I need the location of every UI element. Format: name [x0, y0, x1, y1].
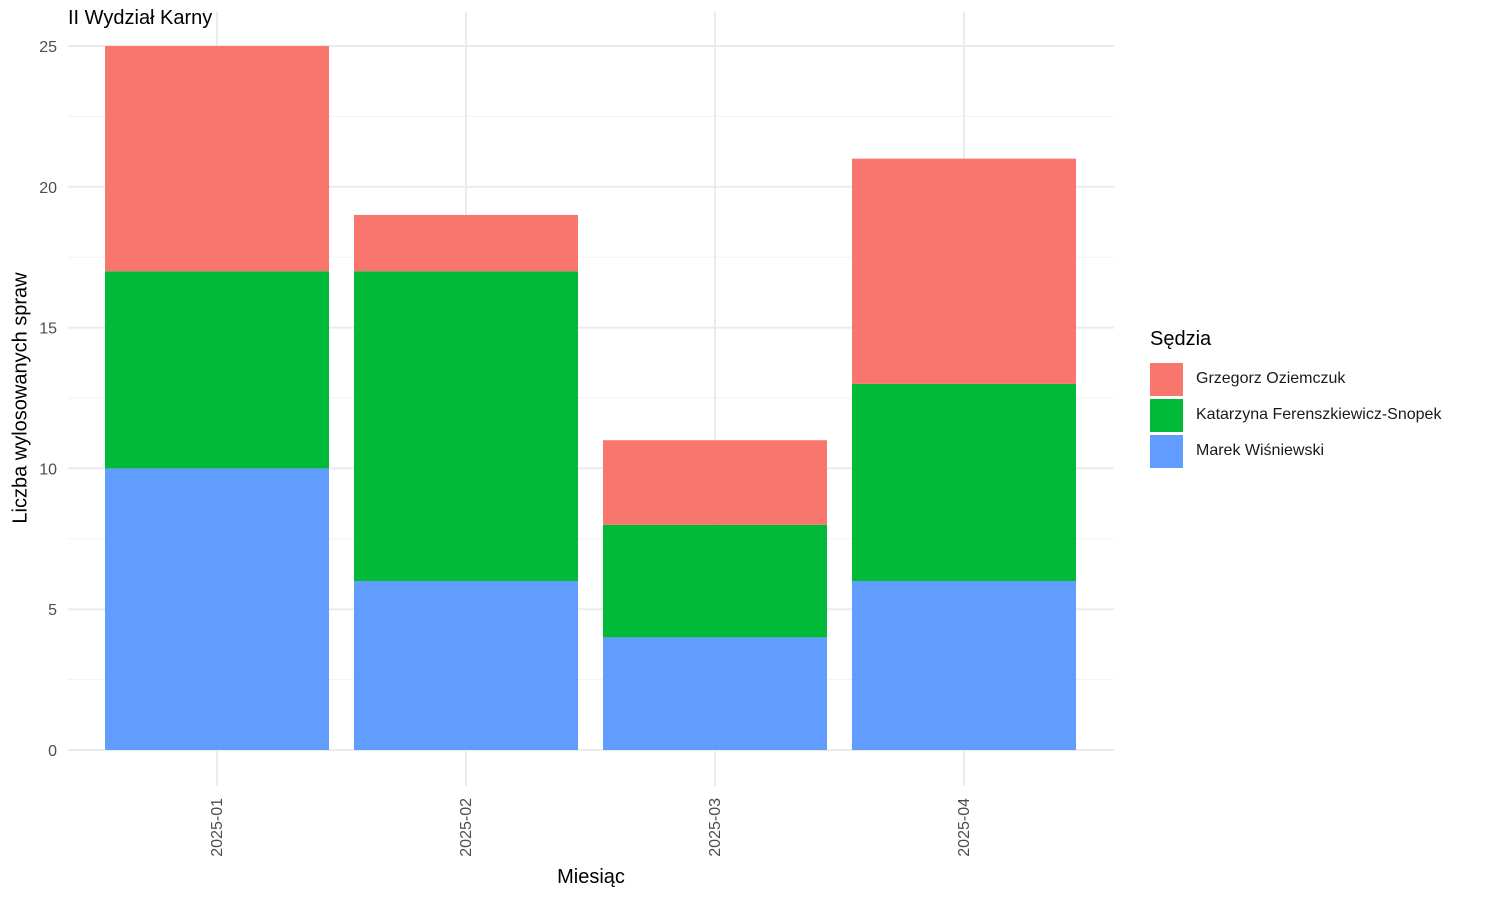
y-axis-label: Liczba wylosowanych spraw	[9, 272, 32, 524]
y-tick-label: 5	[48, 602, 57, 619]
y-tick-label: 0	[48, 743, 57, 760]
x-tick-label: 2025-03	[707, 798, 724, 857]
bar-segment	[852, 581, 1076, 750]
bar-segment	[105, 468, 329, 750]
x-tick-label: 2025-02	[458, 798, 475, 857]
x-axis-label: Miesiąc	[557, 866, 625, 888]
legend-item-1: Grzegorz Oziemczuk	[1150, 361, 1441, 397]
legend-key-2	[1150, 398, 1183, 432]
bar-segment	[354, 581, 578, 750]
bar-segment	[105, 46, 329, 272]
y-tick-label: 15	[39, 321, 57, 338]
x-tick-label: 2025-01	[209, 798, 226, 857]
legend-item-2: Katarzyna Ferenszkiewicz-Snopek	[1150, 397, 1441, 433]
bar-segment	[603, 637, 827, 750]
legend-label-2: Katarzyna Ferenszkiewicz-Snopek	[1196, 406, 1442, 423]
chart-title: II Wydział Karny	[68, 7, 213, 29]
legend-key-1	[1150, 362, 1183, 396]
legend-title: Sędzia	[1150, 328, 1212, 350]
bar-segment	[603, 524, 827, 638]
x-tick-label: 2025-04	[956, 798, 973, 857]
legend-label-1: Grzegorz Oziemczuk	[1196, 370, 1346, 387]
y-tick-label: 20	[39, 180, 57, 197]
bar-segment	[354, 271, 578, 582]
legend-key-3	[1150, 434, 1183, 468]
bar-segment	[354, 214, 578, 272]
bar-segment	[852, 158, 1076, 384]
legend-label-3: Marek Wiśniewski	[1196, 442, 1325, 459]
bar-segment	[852, 383, 1076, 582]
bar-segment	[105, 271, 329, 469]
y-tick-label: 10	[39, 461, 57, 478]
legend: Sędzia Grzegorz Oziemczuk Katarzyna Fere…	[1150, 328, 1441, 469]
bar-segment	[603, 440, 827, 525]
legend-item-3: Marek Wiśniewski	[1150, 433, 1441, 469]
y-tick-label: 25	[39, 39, 57, 56]
